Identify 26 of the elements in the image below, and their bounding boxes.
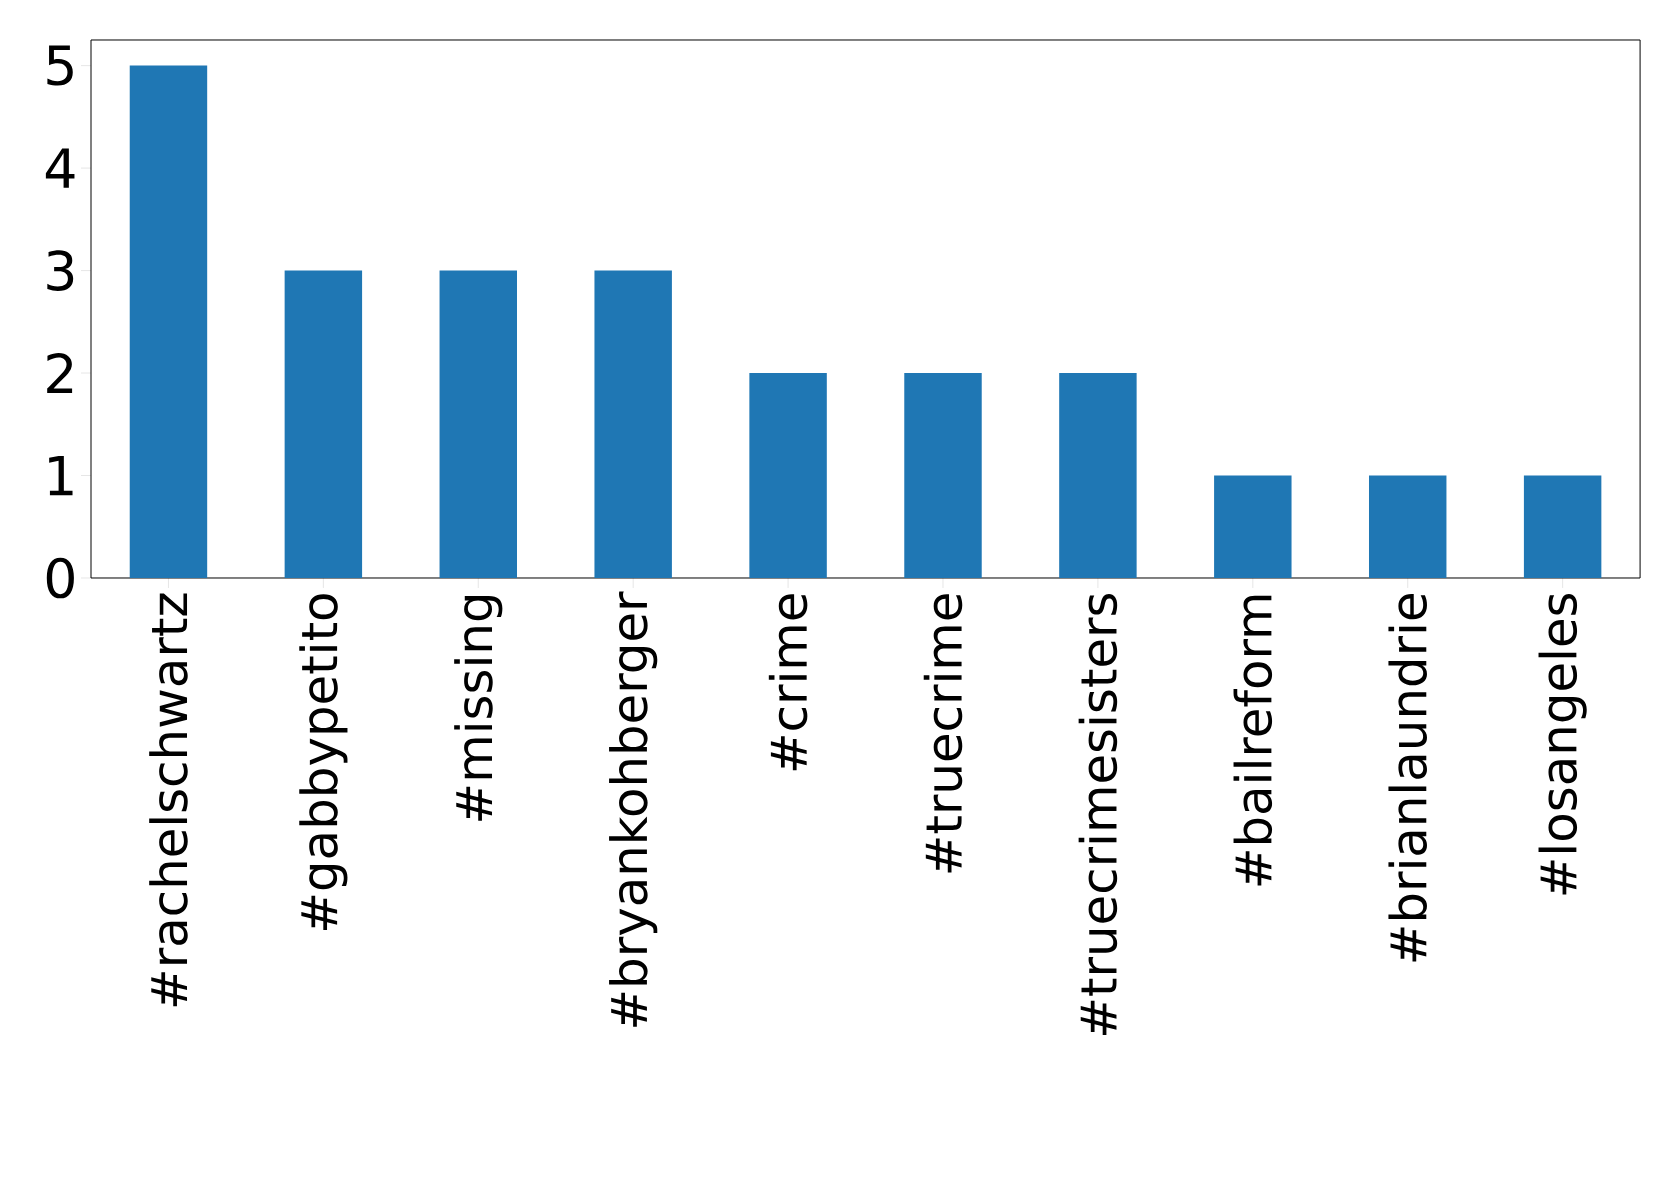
- x-tick-label: #losangeles: [1538, 593, 1587, 895]
- x-tick-label: #brianlaundrie: [1388, 594, 1427, 962]
- x-tick-label: #bailreform: [1233, 595, 1273, 886]
- bar: [749, 373, 827, 578]
- bar: [284, 270, 363, 578]
- x-tick-label: #truecrimesisters: [1078, 593, 1118, 1035]
- x-tick-label: #crime: [768, 594, 808, 771]
- y-tick-label: 0: [46, 557, 74, 599]
- x-tick-label: #gabbypetito: [299, 594, 348, 930]
- y-tick-label: 5: [47, 45, 73, 86]
- x-tick-label: #truecrime: [923, 594, 963, 873]
- x-tick-label: #missing: [454, 596, 503, 821]
- bar: [439, 270, 517, 578]
- bar: [1523, 475, 1602, 578]
- y-tick-label: 2: [47, 353, 73, 394]
- bar: [904, 373, 982, 578]
- y-tick-label: 1: [49, 455, 73, 496]
- x-tick-label: #bryankohberger: [609, 591, 658, 1027]
- bar: [594, 270, 672, 578]
- bar: [129, 65, 208, 578]
- y-tick-label: 4: [45, 148, 75, 188]
- x-tick-label: #rachelschwartz: [149, 593, 188, 1007]
- bar: [1368, 475, 1447, 578]
- y-tick-label: 3: [47, 250, 74, 291]
- bar: [1059, 373, 1137, 578]
- bar: [1214, 475, 1292, 578]
